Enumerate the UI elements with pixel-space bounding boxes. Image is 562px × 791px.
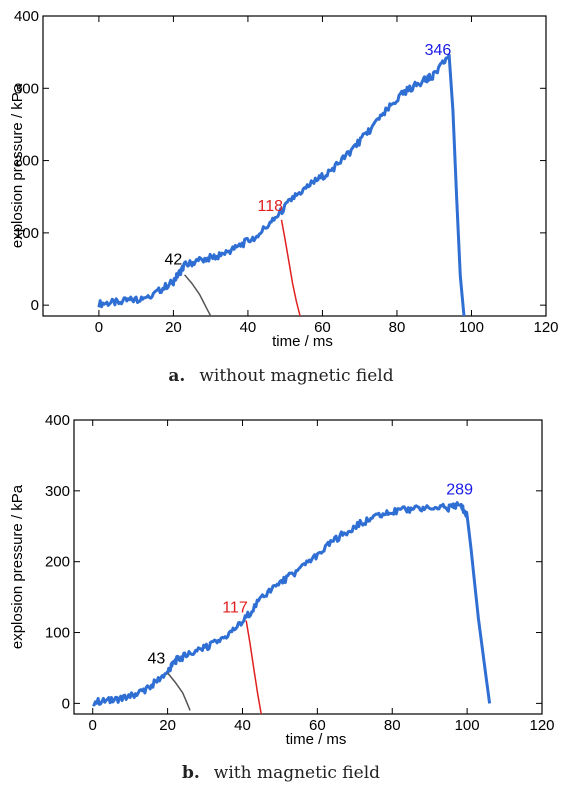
y-tick-label: 400 (14, 8, 39, 25)
caption-text: with magnetic field (213, 763, 381, 783)
x-tick-label: 100 (455, 717, 480, 734)
series-line-1 (245, 620, 262, 714)
series-line-0 (97, 53, 466, 316)
y-axis-label: explosion pressure / kPa (9, 83, 26, 248)
y-axis-label: explosion pressure / kPa (9, 484, 26, 649)
caption-letter: a. (168, 366, 186, 386)
plot-frame (73, 419, 543, 715)
x-tick-label: 80 (384, 717, 401, 734)
y-tick-label: 200 (14, 153, 39, 170)
y-tick-label: 300 (45, 483, 70, 500)
x-tick-label: 0 (89, 717, 97, 734)
caption-letter: b. (181, 763, 200, 783)
peak-annotation: 289 (446, 481, 473, 498)
x-axis-label: time / ms (286, 731, 347, 748)
x-tick-label: 60 (309, 717, 326, 734)
caption-a: a. without magnetic field (0, 366, 562, 386)
y-tick-label: 300 (14, 80, 39, 97)
plot-frame (42, 15, 547, 317)
series-line-2 (167, 672, 191, 711)
x-tick-label: 20 (159, 717, 176, 734)
x-tick-label: 60 (314, 319, 331, 336)
x-tick-label: 20 (165, 319, 182, 336)
peak-annotation: 117 (222, 600, 248, 617)
peak-annotation: 118 (258, 198, 284, 215)
pressure-chart-b: 0 20 40 60 80 100 120 0 100 200 300 400 time / ms exp… (9, 412, 555, 748)
x-tick-label: 40 (234, 717, 251, 734)
peak-annotation: 43 (147, 651, 165, 668)
x-tick-label: 100 (459, 319, 484, 336)
peak-annotation: 346 (425, 42, 452, 59)
y-tick-label: 0 (62, 695, 70, 712)
y-tick-label: 200 (45, 554, 70, 571)
x-tick-label: 40 (240, 319, 257, 336)
series-line-2 (184, 274, 212, 316)
y-tick-label: 0 (31, 297, 39, 314)
y-tick-label: 100 (45, 625, 70, 642)
x-tick-label: 80 (389, 319, 406, 336)
x-axis-label: time / ms (272, 333, 333, 350)
chart-panel-a: 0 20 40 60 80 100 120 0 100 200 300 400 time / ms exp… (0, 0, 562, 395)
y-tick-label: 400 (45, 412, 70, 429)
x-tick-label: 0 (95, 319, 103, 336)
x-tick-label: 120 (529, 717, 554, 734)
series-line-0 (92, 501, 492, 707)
x-tick-label: 120 (533, 319, 558, 336)
series-line-1 (280, 219, 301, 316)
peak-annotation: 42 (165, 252, 183, 269)
y-tick-label: 100 (14, 225, 39, 242)
chart-panel-b: 0 20 40 60 80 100 120 0 100 200 300 400 time / ms exp… (0, 405, 562, 791)
pressure-chart-a: 0 20 40 60 80 100 120 0 100 200 300 400 time / ms exp… (9, 8, 559, 350)
caption-text: without magnetic field (199, 366, 394, 386)
caption-b: b. with magnetic field (0, 763, 562, 783)
